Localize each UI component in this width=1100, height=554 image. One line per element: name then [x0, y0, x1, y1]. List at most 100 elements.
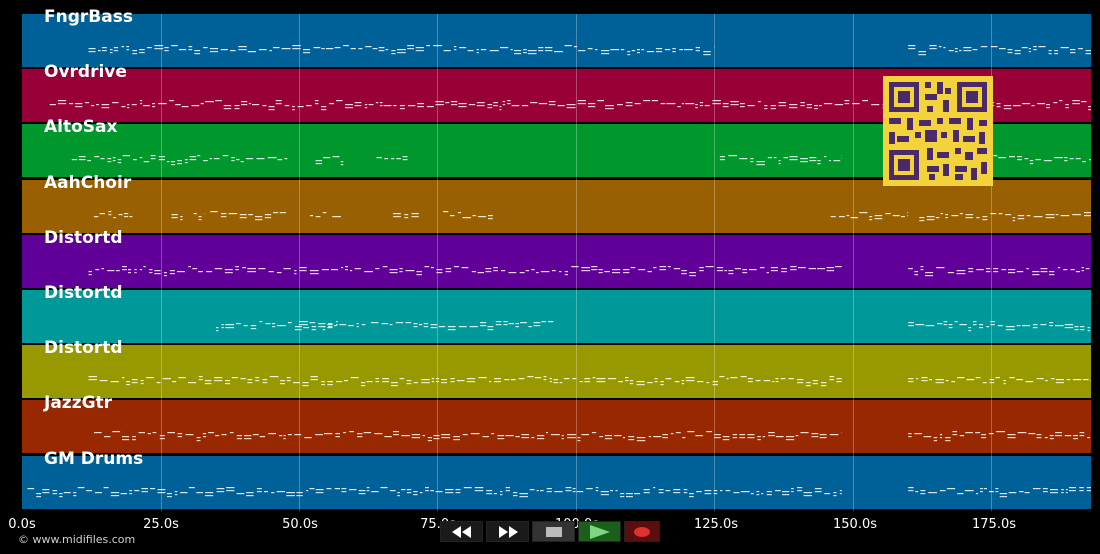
- note: [368, 104, 374, 106]
- note: [553, 379, 559, 381]
- note: [126, 384, 130, 386]
- note: [358, 48, 363, 50]
- note: [500, 494, 503, 496]
- note: [565, 487, 572, 489]
- note: [287, 434, 292, 436]
- note: [139, 157, 143, 159]
- note: [510, 49, 513, 51]
- note: [220, 49, 228, 51]
- stop-button[interactable]: [532, 521, 575, 542]
- note: [318, 323, 326, 325]
- play-button[interactable]: [578, 521, 621, 542]
- note: [672, 51, 676, 53]
- note: [493, 267, 498, 269]
- note: [658, 492, 664, 494]
- note: [321, 106, 327, 108]
- note: [391, 50, 396, 52]
- note: [88, 271, 92, 273]
- note: [1060, 47, 1069, 49]
- note: [1049, 274, 1055, 276]
- note: [154, 273, 161, 275]
- note-lane: [27, 487, 1091, 498]
- note: [1024, 158, 1029, 160]
- note: [436, 269, 443, 271]
- note: [559, 382, 563, 384]
- note: [628, 436, 635, 438]
- note: [658, 489, 664, 491]
- note: [1016, 325, 1021, 327]
- note: [828, 160, 832, 162]
- note: [402, 159, 408, 161]
- note: [171, 45, 178, 47]
- note: [485, 271, 492, 273]
- note: [499, 106, 502, 108]
- note: [689, 493, 694, 495]
- note: [283, 435, 286, 437]
- note: [651, 100, 659, 102]
- note: [1045, 380, 1048, 382]
- note: [573, 46, 578, 48]
- note: [181, 106, 189, 108]
- note: [592, 377, 596, 379]
- note: [399, 108, 405, 110]
- note: [766, 272, 769, 274]
- note: [59, 493, 63, 495]
- note: [321, 109, 327, 111]
- note: [719, 159, 725, 161]
- note: [929, 45, 937, 47]
- note: [819, 437, 827, 439]
- note: [629, 383, 634, 385]
- note: [1079, 329, 1085, 331]
- note: [99, 213, 105, 215]
- note: [202, 433, 207, 435]
- note: [630, 267, 636, 269]
- note: [131, 379, 138, 381]
- note: [982, 219, 988, 221]
- note: [281, 48, 291, 50]
- note: [588, 106, 596, 108]
- note: [275, 103, 282, 105]
- note: [450, 381, 455, 383]
- note: [507, 100, 511, 102]
- note: [417, 103, 424, 105]
- note: [375, 102, 379, 104]
- note: [501, 270, 506, 272]
- note: [322, 326, 326, 328]
- note: [653, 267, 657, 269]
- note: [88, 379, 97, 381]
- note: [1012, 217, 1016, 219]
- note: [438, 326, 446, 328]
- note: [547, 321, 554, 323]
- note: [474, 490, 484, 492]
- note: [441, 434, 451, 436]
- track-lane: JazzGtr: [22, 393, 1091, 453]
- note: [985, 271, 991, 273]
- fast-forward-button[interactable]: [486, 521, 529, 542]
- note: [681, 273, 687, 275]
- note: [567, 434, 576, 436]
- record-button[interactable]: [624, 521, 660, 542]
- note: [354, 102, 362, 104]
- note: [998, 213, 1003, 215]
- note: [279, 212, 286, 214]
- note: [1070, 269, 1075, 271]
- note: [918, 54, 926, 56]
- note: [683, 489, 688, 491]
- note: [306, 105, 312, 107]
- note: [393, 434, 399, 436]
- note: [1073, 435, 1078, 437]
- note: [800, 158, 808, 160]
- note: [527, 50, 537, 52]
- note: [833, 160, 841, 162]
- note: [235, 266, 239, 268]
- note: [309, 322, 316, 324]
- note: [321, 269, 329, 271]
- note: [108, 214, 112, 216]
- rewind-button[interactable]: [440, 521, 483, 542]
- note: [163, 275, 167, 277]
- note: [302, 382, 309, 384]
- note: [935, 217, 940, 219]
- note: [789, 159, 798, 161]
- note: [456, 380, 465, 382]
- note: [522, 105, 529, 107]
